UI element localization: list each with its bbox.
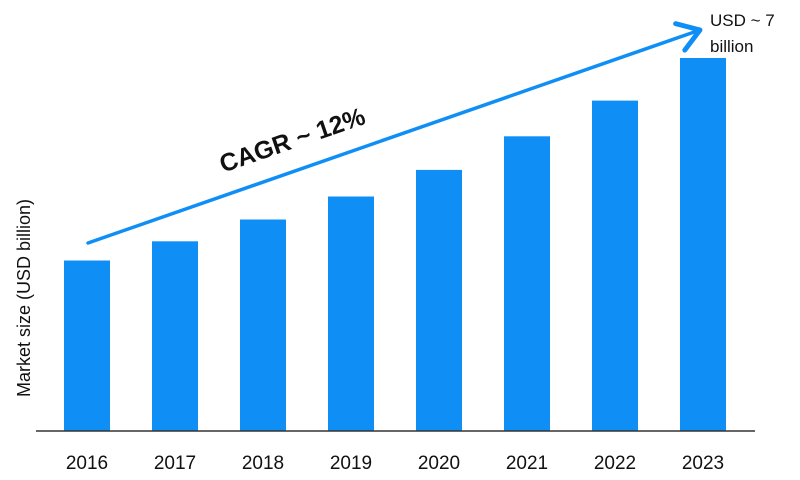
y-axis-label: Market size (USD billion) bbox=[14, 199, 34, 397]
x-tick-label-2023: 2023 bbox=[682, 453, 724, 474]
end-value-annotation-line2: billion bbox=[710, 37, 753, 56]
bar-2021 bbox=[504, 136, 550, 432]
trend-arrow-icon bbox=[86, 21, 703, 245]
cagr-annotation: CAGR ~ 12% bbox=[216, 102, 369, 178]
bar-2016 bbox=[64, 260, 110, 431]
x-tick-label-2019: 2019 bbox=[330, 453, 372, 474]
bar-2017 bbox=[152, 241, 198, 431]
bar-2022 bbox=[592, 100, 638, 431]
bar-2019 bbox=[328, 196, 374, 431]
bar-2020 bbox=[416, 169, 462, 431]
bar-2023 bbox=[680, 58, 726, 431]
end-value-annotation-line1: USD ~ 7 bbox=[710, 11, 775, 30]
x-tick-label-2020: 2020 bbox=[418, 453, 460, 474]
bar-2018 bbox=[240, 219, 286, 431]
x-tick-label-2016: 2016 bbox=[66, 453, 108, 474]
x-tick-label-2017: 2017 bbox=[154, 453, 196, 474]
bars bbox=[64, 58, 726, 432]
x-tick-label-2021: 2021 bbox=[506, 453, 548, 474]
x-tick-labels: 2016 2017 2018 2019 2020 2021 2022 2023 bbox=[66, 453, 724, 474]
x-tick-label-2018: 2018 bbox=[242, 453, 284, 474]
x-tick-label-2022: 2022 bbox=[594, 453, 636, 474]
